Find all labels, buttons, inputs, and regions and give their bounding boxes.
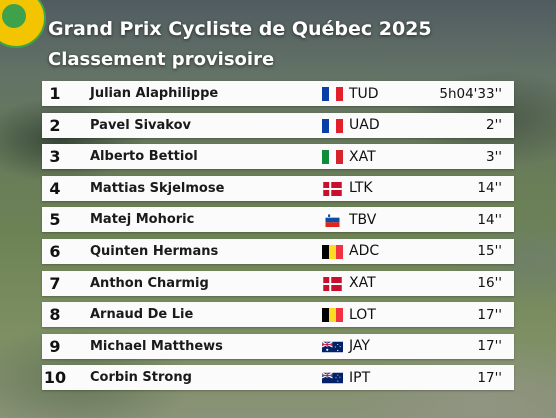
position-number: 9 xyxy=(49,336,61,356)
rider-name: Anthon Charmig xyxy=(90,275,209,291)
rider-name: Mattias Skjelmose xyxy=(90,180,225,196)
time-gap: 14'' xyxy=(477,180,502,197)
position-number: 5 xyxy=(49,210,61,230)
belgium-flag-icon xyxy=(322,244,343,259)
position-number: 2 xyxy=(49,115,61,135)
italy-flag-icon xyxy=(322,150,343,165)
team-code: ADC xyxy=(349,243,380,260)
rider-name: Pavel Sivakov xyxy=(90,117,191,133)
standing-row: 8 Arnaud De Lie LOT 17'' xyxy=(42,302,514,328)
position-number: 6 xyxy=(49,241,61,261)
denmark-flag-icon xyxy=(323,181,342,196)
time-gap: 17'' xyxy=(477,369,502,386)
standing-row: 1 Julian Alaphilippe TUD 5h04'33'' xyxy=(42,81,514,106)
time-gap: 2'' xyxy=(485,117,502,134)
standings-table: 1 Julian Alaphilippe TUD 5h04'33'' 2 Pav… xyxy=(42,81,514,397)
team-code: LTK xyxy=(349,180,373,197)
standing-row: 5 Matej Mohoric TBV 14'' xyxy=(42,207,514,233)
standing-row: 4 Mattias Skjelmose LTK 14'' xyxy=(42,175,514,201)
rider-name: Julian Alaphilippe xyxy=(90,86,219,101)
position-number: 4 xyxy=(49,178,61,198)
time-gap: 16'' xyxy=(477,275,502,292)
standing-row: 10 Corbin Strong IPT 17'' xyxy=(42,365,514,391)
time-gap: 17'' xyxy=(477,306,502,323)
standing-row: 6 Quinten Hermans ADC 15'' xyxy=(42,238,514,264)
standing-row: 2 Pavel Sivakov UAD 2'' xyxy=(42,112,514,138)
time-gap: 14'' xyxy=(477,211,502,228)
position-number: 10 xyxy=(43,368,67,388)
rider-name: Matej Mohoric xyxy=(90,212,195,228)
team-code: TUD xyxy=(349,85,379,102)
position-number: 1 xyxy=(49,84,61,103)
position-number: 8 xyxy=(49,305,61,325)
team-code: XAT xyxy=(349,148,376,165)
denmark-flag-icon xyxy=(323,276,342,291)
time-gap: 3'' xyxy=(485,148,502,165)
rider-name: Quinten Hermans xyxy=(90,243,219,259)
australia-flag-icon xyxy=(322,341,343,352)
time-gap: 5h04'33'' xyxy=(439,85,502,102)
standing-row: 3 Alberto Bettiol XAT 3'' xyxy=(42,144,514,170)
position-number: 3 xyxy=(49,147,61,167)
slovenia-flag-icon xyxy=(325,213,340,228)
standing-row: 7 Anthon Charmig XAT 16'' xyxy=(42,270,514,296)
rider-name: Michael Matthews xyxy=(90,338,223,354)
team-code: XAT xyxy=(349,275,376,292)
rider-name: Arnaud De Lie xyxy=(90,307,194,323)
team-code: LOT xyxy=(349,306,376,323)
new-zealand-flag-icon xyxy=(322,372,343,384)
team-code: TBV xyxy=(349,211,377,228)
team-code: JAY xyxy=(349,338,370,355)
time-gap: 15'' xyxy=(477,243,502,260)
france-flag-icon xyxy=(322,118,343,133)
belgium-flag-icon xyxy=(322,308,343,323)
france-flag-icon xyxy=(322,87,343,101)
race-title: Grand Prix Cycliste de Québec 2025 xyxy=(48,18,432,40)
rider-name: Alberto Bettiol xyxy=(90,149,198,165)
standing-row: 9 Michael Matthews JAY 17'' xyxy=(42,333,514,359)
standings-subtitle: Classement provisoire xyxy=(48,49,275,70)
team-code: IPT xyxy=(349,369,371,386)
time-gap: 17'' xyxy=(477,338,502,355)
rider-name: Corbin Strong xyxy=(90,370,192,386)
team-code: UAD xyxy=(349,117,380,134)
position-number: 7 xyxy=(49,273,61,293)
